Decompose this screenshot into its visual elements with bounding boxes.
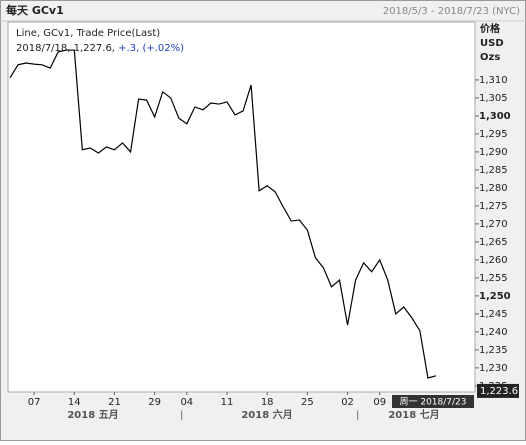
y-tick-label: 1,290 <box>479 147 508 158</box>
legend-text: Line, GCv1, Trade Price(Last) <box>16 28 160 39</box>
y-tick-label: 1,235 <box>479 345 508 356</box>
y-tick-label: 1,260 <box>479 255 508 266</box>
y-tick-label: 1,250 <box>479 291 511 302</box>
legend-box <box>12 26 192 58</box>
y-tick-label: 1,295 <box>479 129 508 140</box>
y-axis-label: Ozs <box>480 52 500 63</box>
y-tick-label: 1,240 <box>479 327 508 338</box>
y-tick-label: 1,270 <box>479 219 508 230</box>
x-tick-label: 04 <box>180 397 193 408</box>
y-tick-label: 1,285 <box>479 165 508 176</box>
cursor-date-box <box>392 395 474 408</box>
legend-value: 2018/7/18, 1,227.6, <box>16 43 118 54</box>
y-tick-label: 1,245 <box>479 309 508 320</box>
x-tick-label: 18 <box>261 397 274 408</box>
group-sep: | <box>356 410 359 421</box>
y-tick-label: 1,305 <box>479 93 508 104</box>
x-group-label: 2018 七月 <box>388 408 439 421</box>
y-tick-label: 1,310 <box>479 75 508 86</box>
x-tick-label: 29 <box>148 397 161 408</box>
y-tick-label: 1,275 <box>479 201 508 212</box>
x-tick-label: 25 <box>301 397 314 408</box>
price-line <box>9 49 437 379</box>
cursor-date: 周一 2018/7/23 <box>399 397 466 408</box>
group-sep: | <box>180 410 183 421</box>
x-tick-label: 02 <box>341 397 354 408</box>
x-tick-label: 21 <box>108 397 121 408</box>
chart-title: 每天 GCv1 <box>6 3 64 17</box>
y-tick-label: 1,230 <box>479 363 508 374</box>
legend-change: +.3, (+.02%) <box>118 43 184 54</box>
last-price-label: 1,223.6 <box>480 386 518 397</box>
y-tick-label: 1,265 <box>479 237 508 248</box>
x-group-label: 2018 五月 <box>67 409 118 421</box>
x-tick-label: 09 <box>373 397 386 408</box>
y-tick-label: 1,280 <box>479 183 508 194</box>
x-tick-label: 11 <box>221 397 234 408</box>
x-tick-label: 14 <box>68 397 81 408</box>
y-tick-label: 1,300 <box>479 111 511 122</box>
y-axis-label: USD <box>480 38 504 49</box>
x-tick-label: 07 <box>28 397 41 408</box>
y-tick-label: 1,255 <box>479 273 508 284</box>
plot-area <box>7 21 476 393</box>
y-axis-label: 价格 <box>480 22 501 35</box>
last-price-box <box>477 383 519 398</box>
legend-text: 2018/7/18, 1,227.6, +.3, (+.02%) <box>16 43 184 54</box>
x-group-label: 2018 六月 <box>241 408 292 421</box>
date-range: 2018/5/3 - 2018/7/23 (NYC) <box>383 6 520 17</box>
